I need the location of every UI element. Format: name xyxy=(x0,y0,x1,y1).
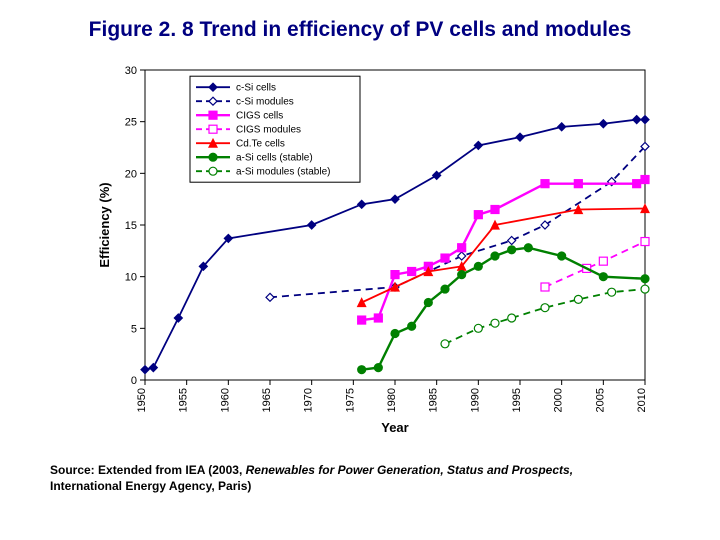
svg-text:1960: 1960 xyxy=(219,388,231,412)
svg-text:2010: 2010 xyxy=(636,388,648,412)
svg-text:c-Si cells: c-Si cells xyxy=(236,83,276,94)
source-citation: Source: Extended from IEA (2003, Renewab… xyxy=(50,462,610,494)
source-title-italic: Renewables for Power Generation, Status … xyxy=(246,463,573,477)
svg-text:5: 5 xyxy=(131,323,137,335)
svg-text:1975: 1975 xyxy=(344,388,356,412)
svg-text:Year: Year xyxy=(381,420,408,435)
svg-text:1985: 1985 xyxy=(428,388,440,412)
svg-text:1965: 1965 xyxy=(261,388,273,412)
svg-text:2000: 2000 xyxy=(553,388,565,412)
svg-text:25: 25 xyxy=(125,117,137,129)
svg-text:1955: 1955 xyxy=(178,388,190,412)
source-prefix: Source: Extended from IEA (2003, xyxy=(50,463,246,477)
source-suffix: International Energy Agency, Paris) xyxy=(50,479,251,493)
svg-text:1980: 1980 xyxy=(386,388,398,412)
svg-text:1995: 1995 xyxy=(511,388,523,412)
svg-text:a-Si cells (stable): a-Si cells (stable) xyxy=(236,153,313,164)
svg-text:CIGS cells: CIGS cells xyxy=(236,111,283,122)
svg-text:1950: 1950 xyxy=(136,388,148,412)
svg-text:0: 0 xyxy=(131,375,137,387)
svg-text:10: 10 xyxy=(125,272,137,284)
svg-text:15: 15 xyxy=(125,220,137,232)
svg-text:2005: 2005 xyxy=(594,388,606,412)
svg-text:30: 30 xyxy=(125,65,137,77)
svg-text:Efficiency (%): Efficiency (%) xyxy=(97,182,112,267)
chart-container: 0 5 10 15 20 25 30 1950 1955 1960 1965 1970 1975 1980… xyxy=(95,60,655,440)
svg-text:20: 20 xyxy=(125,168,137,180)
svg-text:c-Si modules: c-Si modules xyxy=(236,97,294,108)
svg-text:CIGS modules: CIGS modules xyxy=(236,125,301,136)
svg-text:Cd.Te cells: Cd.Te cells xyxy=(236,139,285,150)
svg-text:1990: 1990 xyxy=(469,388,481,412)
svg-text:a-Si modules (stable): a-Si modules (stable) xyxy=(236,167,330,178)
chart-svg: 0 5 10 15 20 25 30 1950 1955 1960 1965 1970 1975 1980… xyxy=(95,60,655,440)
svg-text:1970: 1970 xyxy=(303,388,315,412)
figure-title: Figure 2. 8 Trend in efficiency of PV ce… xyxy=(0,18,720,42)
